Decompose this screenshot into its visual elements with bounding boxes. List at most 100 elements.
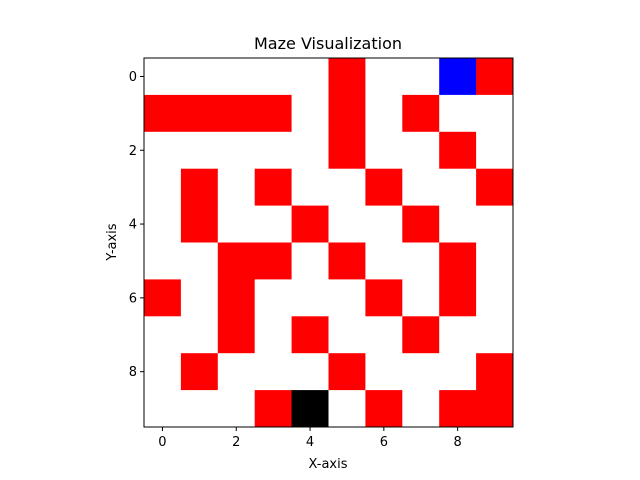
maze-cell-r7-c8-open xyxy=(439,316,477,354)
maze-cell-r6-c8-wall xyxy=(439,279,477,317)
maze-cell-r7-c1-open xyxy=(180,316,219,354)
maze-cell-r8-c6-open xyxy=(365,353,403,391)
maze-cell-r7-c2-wall xyxy=(217,316,256,354)
maze-cell-r3-c0-open xyxy=(144,168,182,206)
maze-cell-r4-c5-open xyxy=(328,205,366,243)
maze-cell-r8-c3-open xyxy=(254,353,292,391)
maze-cell-r0-c0-open xyxy=(144,58,182,96)
maze-cell-r2-c6-open xyxy=(365,131,403,170)
maze-cell-r4-c8-open xyxy=(439,205,477,243)
maze-cell-r4-c0-open xyxy=(144,205,182,243)
maze-cell-r7-c4-wall xyxy=(291,316,329,354)
maze-cell-r1-c5-wall xyxy=(328,94,366,133)
x-axis-ticks: 0 2 4 6 8 xyxy=(158,427,462,450)
plot-area xyxy=(143,57,514,428)
maze-cell-r9-c0-open xyxy=(144,390,182,428)
maze-cell-r6-c2-wall xyxy=(217,279,256,317)
maze-cell-r7-c6-open xyxy=(365,316,403,354)
maze-cell-r7-c3-open xyxy=(254,316,292,354)
maze-cell-r6-c9-open xyxy=(476,279,514,317)
maze-cell-r2-c9-open xyxy=(476,131,514,170)
maze-cell-r4-c6-open xyxy=(365,205,403,243)
maze-cell-r0-c1-open xyxy=(180,58,219,96)
maze-cell-r1-c0-wall xyxy=(144,94,182,133)
maze-cell-r5-c8-wall xyxy=(439,242,477,280)
maze-cell-r3-c8-open xyxy=(439,168,477,206)
maze-cell-r5-c2-wall xyxy=(217,242,256,280)
maze-cell-r0-c9-wall xyxy=(476,58,514,96)
maze-cell-r7-c7-wall xyxy=(402,316,440,354)
maze-cell-r3-c7-open xyxy=(402,168,440,206)
maze-cell-r8-c8-open xyxy=(439,353,477,391)
maze-cell-r9-c5-open xyxy=(328,390,366,428)
maze-cell-r9-c1-open xyxy=(180,390,219,428)
maze-cell-r8-c7-open xyxy=(402,353,440,391)
maze-cell-r9-c6-wall xyxy=(365,390,403,428)
maze-cell-r2-c8-wall xyxy=(439,131,477,170)
maze-cell-r2-c1-open xyxy=(180,131,219,170)
maze-cell-r5-c0-open xyxy=(144,242,182,280)
maze-cell-r4-c1-wall xyxy=(180,205,219,243)
maze-cell-r4-c7-wall xyxy=(402,205,440,243)
x-tick-label: 0 xyxy=(158,435,166,450)
maze-cell-r1-c2-wall xyxy=(217,94,256,133)
y-axis-label: Y-axis xyxy=(105,223,120,261)
maze-cell-r0-c7-open xyxy=(402,58,440,96)
maze-cell-r0-c2-open xyxy=(217,58,256,96)
maze-cell-r6-c6-wall xyxy=(365,279,403,317)
maze-cell-r0-c3-open xyxy=(254,58,292,96)
maze-cell-r3-c3-wall xyxy=(254,168,292,206)
maze-cell-r1-c7-wall xyxy=(402,94,440,133)
maze-cell-r5-c1-open xyxy=(180,242,219,280)
y-axis-ticks: 0 2 4 6 8 xyxy=(129,70,144,380)
maze-cell-r6-c3-open xyxy=(254,279,292,317)
maze-cell-r9-c7-open xyxy=(402,390,440,428)
maze-cell-r8-c2-open xyxy=(217,353,256,391)
maze-cell-r4-c2-open xyxy=(217,205,256,243)
maze-cell-r6-c4-open xyxy=(291,279,329,317)
maze-cell-r3-c2-open xyxy=(217,168,256,206)
maze-cell-r4-c9-open xyxy=(476,205,514,243)
maze-cell-r9-c3-wall xyxy=(254,390,292,428)
maze-cell-r9-c2-open xyxy=(217,390,256,428)
maze-cell-r0-c5-wall xyxy=(328,58,366,96)
maze-cell-r1-c8-open xyxy=(439,94,477,133)
maze-cell-r1-c9-open xyxy=(476,94,514,133)
maze-cell-r2-c5-wall xyxy=(328,131,366,170)
maze-cell-r7-c5-open xyxy=(328,316,366,354)
x-tick-label: 4 xyxy=(306,435,314,450)
x-axis-label: X-axis xyxy=(309,457,348,472)
maze-cell-r7-c9-open xyxy=(476,316,514,354)
maze-cell-r1-c1-wall xyxy=(180,94,219,133)
maze-cell-r8-c9-wall xyxy=(476,353,514,391)
maze-cell-r2-c3-open xyxy=(254,131,292,170)
maze-cell-r6-c1-open xyxy=(180,279,219,317)
maze-cell-r0-c4-open xyxy=(291,58,329,96)
maze-cell-r1-c6-open xyxy=(365,94,403,133)
maze-cell-r2-c4-open xyxy=(291,131,329,170)
y-tick-label: 8 xyxy=(129,365,137,380)
maze-cell-r1-c4-open xyxy=(291,94,329,133)
x-tick-label: 8 xyxy=(454,435,462,450)
maze-cell-r0-c8-blue-cell xyxy=(439,58,477,96)
maze-cell-r5-c4-open xyxy=(291,242,329,280)
maze-cell-r5-c3-wall xyxy=(254,242,292,280)
x-tick-label: 2 xyxy=(232,435,240,450)
maze-cell-r2-c2-open xyxy=(217,131,256,170)
maze-cell-r5-c9-open xyxy=(476,242,514,280)
plot-frame xyxy=(143,57,514,428)
x-tick-label: 6 xyxy=(380,435,388,450)
maze-cell-r3-c9-wall xyxy=(476,168,514,206)
maze-cell-r3-c6-wall xyxy=(365,168,403,206)
maze-cell-r2-c7-open xyxy=(402,131,440,170)
maze-cell-r6-c5-open xyxy=(328,279,366,317)
maze-cell-r1-c3-wall xyxy=(254,94,292,133)
maze-cell-r9-c9-wall xyxy=(476,390,514,428)
maze-cell-r4-c3-open xyxy=(254,205,292,243)
maze-cell-r6-c0-wall xyxy=(144,279,182,317)
maze-cell-r5-c5-wall xyxy=(328,242,366,280)
maze-cell-r3-c1-wall xyxy=(180,168,219,206)
maze-cell-r8-c1-wall xyxy=(180,353,219,391)
maze-cell-r2-c0-open xyxy=(144,131,182,170)
